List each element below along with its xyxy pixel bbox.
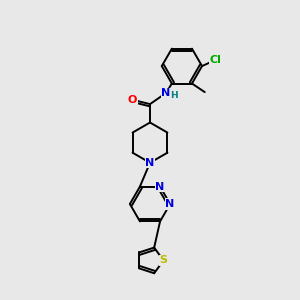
Text: S: S [160,255,167,266]
Text: N: N [155,182,165,192]
Text: O: O [128,95,137,105]
Text: N: N [161,88,171,98]
Text: N: N [166,199,175,209]
Text: Cl: Cl [210,55,221,65]
Text: H: H [170,91,178,100]
Text: N: N [146,158,154,168]
